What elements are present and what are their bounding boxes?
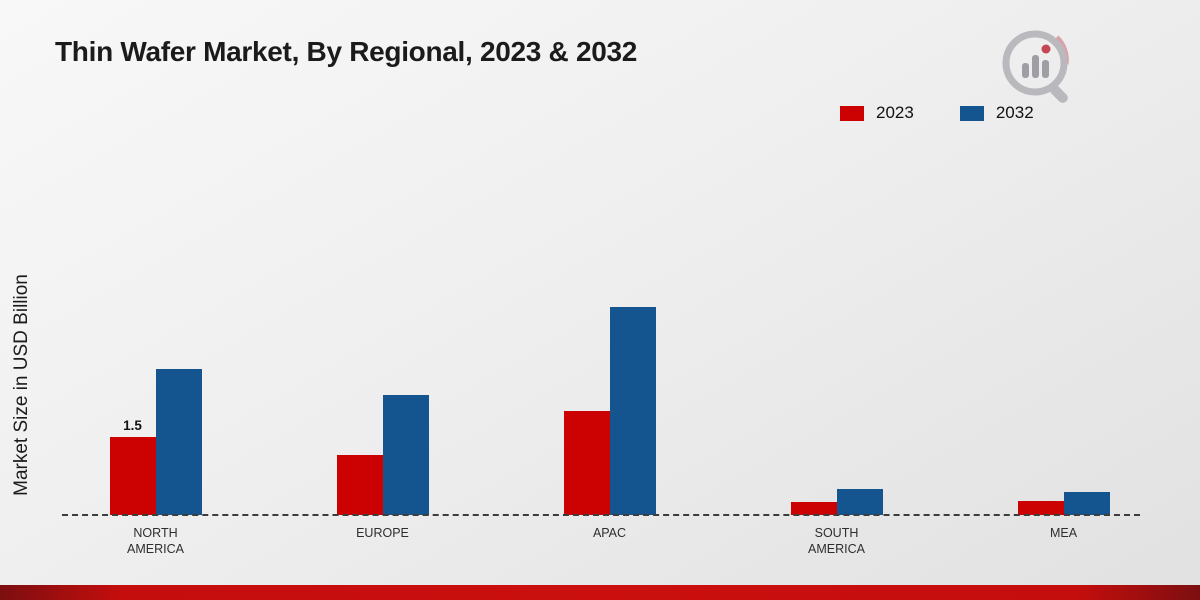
- y-axis-label: Market Size in USD Billion: [11, 274, 32, 496]
- mrfr-logo: [996, 26, 1082, 117]
- bar-2032-europe: [382, 395, 429, 515]
- category-label: EUROPE: [269, 525, 496, 558]
- legend-item-2032: 2032: [959, 103, 1034, 123]
- x-axis-line: [62, 514, 1140, 516]
- bar-2023-apac: [563, 411, 610, 515]
- bar-value-label: 1.5: [123, 418, 142, 433]
- footer-stripe: [0, 585, 1200, 600]
- category-label: MEA: [950, 525, 1177, 558]
- bar-2032-north-america: [155, 369, 202, 515]
- category-label-text: NORTH AMERICA: [127, 526, 184, 557]
- bar-2023-north-america: 1.5: [109, 418, 156, 515]
- bar-group: 1.5: [42, 281, 269, 515]
- bar-2023-mea: [1017, 501, 1064, 515]
- plot-area: 1.5: [42, 281, 1177, 515]
- legend-swatch: [840, 105, 864, 121]
- bar-group: [269, 281, 496, 515]
- legend-label: 2032: [995, 103, 1034, 122]
- magnifier-barchart-icon: [1002, 30, 1069, 103]
- bar-2032-apac: [609, 307, 656, 515]
- category-labels: NORTH AMERICA EUROPE APAC SOUTH AMERICA MEA: [42, 525, 1177, 558]
- category-label-text: MEA: [1049, 526, 1078, 540]
- legend-label: 2023: [876, 103, 914, 122]
- category-label-text: APAC: [592, 526, 627, 540]
- bar-group: [723, 281, 950, 515]
- category-label: SOUTH AMERICA: [723, 525, 950, 558]
- category-label: NORTH AMERICA: [42, 525, 269, 558]
- category-label-text: EUROPE: [356, 526, 409, 540]
- bar-group: [950, 281, 1177, 515]
- bar-group: [496, 281, 723, 515]
- legend-item-2023: 2023: [840, 103, 914, 123]
- category-label: APAC: [496, 525, 723, 558]
- bar-2032-south-america: [836, 489, 883, 515]
- bar-2023-south-america: [790, 502, 837, 515]
- bar-2032-mea: [1063, 492, 1110, 515]
- bar-2023-europe: [336, 455, 383, 515]
- legend-swatch: [959, 105, 984, 121]
- chart-legend: 2023 2032: [840, 103, 1034, 123]
- category-label-text: SOUTH AMERICA: [808, 526, 865, 557]
- chart-title: Thin Wafer Market, By Regional, 2023 & 2…: [55, 36, 638, 67]
